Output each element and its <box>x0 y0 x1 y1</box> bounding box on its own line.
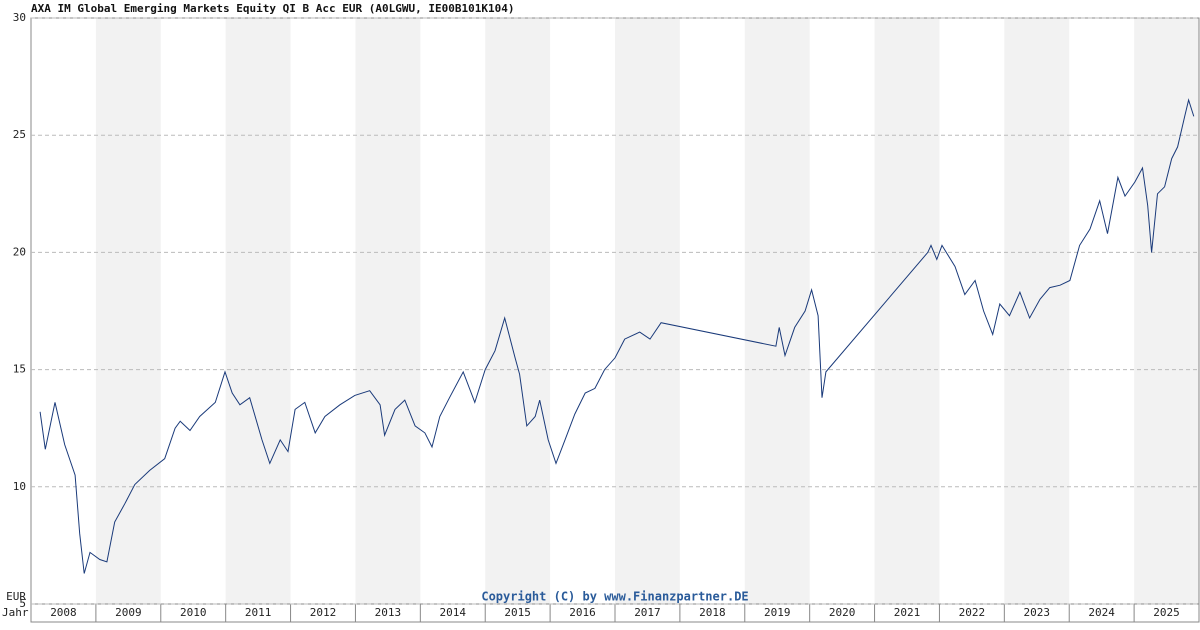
chart-title: AXA IM Global Emerging Markets Equity QI… <box>31 2 514 15</box>
y-tick-label: 30 <box>13 11 26 24</box>
x-tick-label: 2011 <box>245 606 272 619</box>
x-tick-label: 2017 <box>634 606 661 619</box>
y-tick-label: 15 <box>13 363 26 376</box>
x-tick-label: 2020 <box>829 606 856 619</box>
x-axis-label: Jahr <box>2 606 29 619</box>
x-tick-label: 2025 <box>1153 606 1180 619</box>
copyright: Copyright (C) by www.Finanzpartner.DE <box>481 590 748 604</box>
year-band <box>485 18 551 604</box>
x-tick-label: 2022 <box>959 606 986 619</box>
year-band <box>1004 18 1070 604</box>
x-tick-label: 2024 <box>1088 606 1115 619</box>
x-tick-label: 2014 <box>440 606 467 619</box>
x-tick-label: 2015 <box>504 606 531 619</box>
year-band <box>225 18 291 604</box>
x-tick-label: 2008 <box>50 606 77 619</box>
x-tick-label: 2019 <box>764 606 791 619</box>
y-tick-label: 5 <box>19 597 26 610</box>
price-line <box>39 98 1195 574</box>
year-band <box>355 18 421 604</box>
y-tick-label: 20 <box>13 245 26 258</box>
x-tick-label: 2016 <box>569 606 596 619</box>
year-band <box>615 18 680 604</box>
y-axis-label: EUR <box>6 590 26 603</box>
year-band <box>744 18 810 604</box>
x-tick-label: 2012 <box>310 606 337 619</box>
x-tick-label: 2010 <box>180 606 207 619</box>
y-tick-label: 10 <box>13 480 26 493</box>
x-tick-label: 2021 <box>894 606 921 619</box>
year-band <box>1134 18 1199 604</box>
x-tick-label: 2023 <box>1024 606 1051 619</box>
x-tick-label: 2018 <box>699 606 726 619</box>
x-tick-label: 2013 <box>375 606 402 619</box>
y-tick-label: 25 <box>13 128 26 141</box>
year-band <box>95 18 161 604</box>
year-bands <box>95 18 1199 604</box>
x-tick-label: 2009 <box>115 606 142 619</box>
year-band <box>874 18 940 604</box>
